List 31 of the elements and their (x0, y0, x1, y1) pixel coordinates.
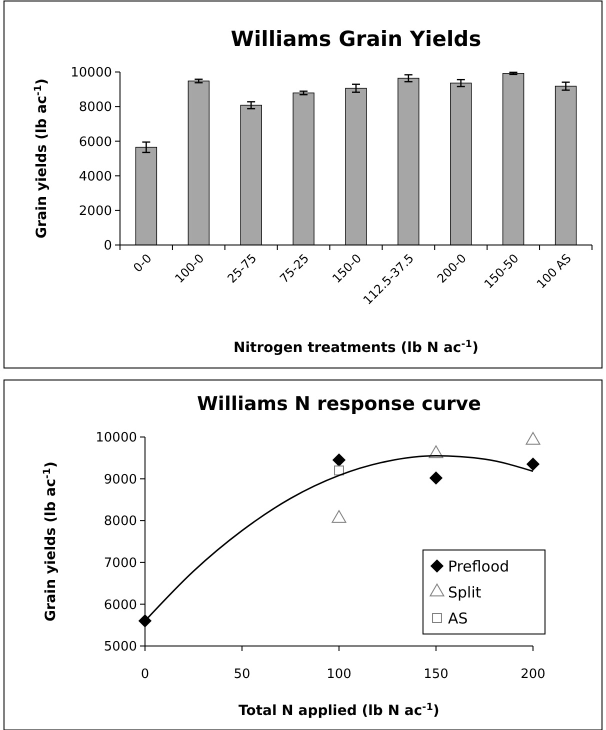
x-tick-label: 50 (234, 667, 250, 682)
y-tick-label: 9000 (104, 472, 137, 488)
chart-title: Williams N response curve (196, 393, 482, 415)
legend-label: AS (448, 609, 468, 628)
x-tick-label: 100 (326, 667, 352, 682)
point (334, 465, 344, 476)
y-tick-label: 8000 (104, 514, 137, 530)
x-axis-title: Nitrogen treatments (lb N ac$^{-1}$) (234, 338, 478, 356)
y-tick-label: 2000 (78, 204, 112, 219)
chart-title: Williams Grain Yields (230, 27, 482, 51)
y-tick-label: 6000 (104, 598, 137, 613)
legend-label: Preflood (448, 557, 510, 576)
y-tick-label: 5000 (104, 640, 137, 655)
point (526, 458, 540, 471)
x-tick-label: 0-0 (130, 251, 154, 275)
y-tick-label: 0 (104, 238, 112, 254)
x-tick-label: 150 (424, 667, 448, 682)
x-tick-label: 200 (520, 667, 546, 682)
y-tick-label: 7000 (104, 556, 137, 571)
point (332, 454, 346, 466)
point (430, 472, 442, 484)
y-tick-label: 4000 (78, 169, 112, 184)
y-tick-label: 10000 (70, 66, 112, 81)
point (138, 614, 152, 628)
x-tick-label: 100 AS (534, 251, 574, 292)
y-tick-label: 10000 (96, 430, 137, 446)
y-tick-label: 8000 (78, 100, 112, 116)
legend-label: Split (448, 583, 482, 602)
y-tick-label: 6000 (78, 134, 112, 150)
x-tick-label: 0 (140, 667, 150, 682)
x-axis-title: Total N applied (lb N ac$^{-1}$) (238, 702, 440, 719)
